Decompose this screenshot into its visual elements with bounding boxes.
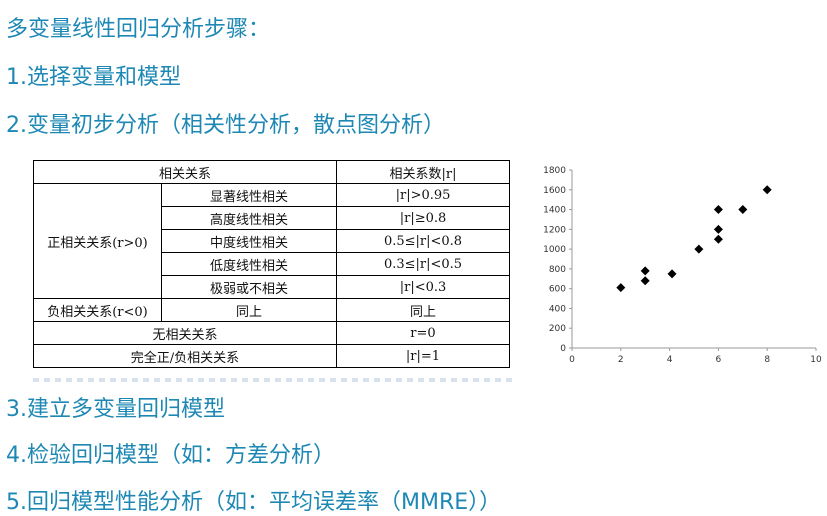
y-tick-label: 1600 <box>543 186 566 196</box>
table-row: 低度线性相关 0.3≤|r|<0.5 <box>34 252 510 276</box>
none-range: r=0 <box>336 321 510 345</box>
table-row: 极弱或不相关 |r|<0.3 <box>34 275 510 299</box>
data-point <box>762 185 772 195</box>
x-tick-label: 8 <box>764 355 770 365</box>
data-point <box>713 234 723 244</box>
negative-label: 负相关关系(r<0) <box>33 298 162 322</box>
step-2: 2.变量初步分析（相关性分析，散点图分析） <box>6 113 445 138</box>
header-coefficient: 相关系数|r| <box>336 160 510 184</box>
data-point <box>738 205 748 215</box>
table-row: 负相关关系(r<0) 同上 同上 <box>33 298 510 322</box>
complete-label: 完全正/负相关关系 <box>33 344 337 368</box>
row-type: 显著线性相关 <box>161 183 337 207</box>
step-4: 4.检验回归模型（如：方差分析） <box>6 443 335 468</box>
data-point <box>713 205 723 215</box>
negative-range: 同上 <box>336 298 510 322</box>
y-tick-label: 1000 <box>543 245 566 255</box>
row-range: |r|>0.95 <box>336 183 510 207</box>
row-type: 高度线性相关 <box>161 206 337 230</box>
header-relation: 相关关系 <box>33 160 337 184</box>
table-row: 完全正/负相关关系 |r|=1 <box>33 344 510 368</box>
row-range: |r|≥0.8 <box>336 206 510 230</box>
negative-type: 同上 <box>161 298 337 322</box>
x-tick-label: 4 <box>667 355 673 365</box>
row-range: 0.3≤|r|<0.5 <box>336 252 510 276</box>
x-tick-label: 0 <box>569 355 575 365</box>
y-tick-label: 0 <box>560 344 566 354</box>
table-row: 正相关关系(r>0) 显著线性相关 |r|>0.95 <box>33 183 510 299</box>
correlation-table: 相关关系 相关系数|r| 正相关关系(r>0) 显著线性相关 |r|>0.95 … <box>33 160 510 368</box>
step-3: 3.建立多变量回归模型 <box>6 397 225 422</box>
page-title: 多变量线性回归分析步骤： <box>6 17 271 42</box>
none-label: 无相关关系 <box>33 321 337 345</box>
y-tick-label: 1400 <box>543 206 566 216</box>
scatter-chart: 0 200 400 600 800 1000 1200 1400 1600 1800 0 2 4 6 8 10 <box>543 166 822 365</box>
positive-group-label: 正相关关系(r>0) <box>33 183 162 299</box>
step-5: 5.回归模型性能分析（如：平均误差率（MMRE）） <box>6 490 502 515</box>
data-point <box>640 276 650 286</box>
y-tick-label: 200 <box>549 324 566 334</box>
table-row: 无相关关系 r=0 <box>33 321 510 345</box>
data-point <box>667 269 677 279</box>
y-tick-label: 1200 <box>543 225 566 235</box>
step-1: 1.选择变量和模型 <box>6 65 181 90</box>
row-type: 低度线性相关 <box>161 252 337 276</box>
row-type: 中度线性相关 <box>161 229 337 253</box>
row-range: |r|<0.3 <box>336 275 510 299</box>
y-tick-label: 600 <box>549 285 566 295</box>
complete-range: |r|=1 <box>336 344 510 368</box>
table-header-row: 相关关系 相关系数|r| <box>33 160 510 184</box>
y-tick-label: 800 <box>549 265 566 275</box>
y-tick-label: 400 <box>549 304 566 314</box>
data-point <box>640 266 650 276</box>
data-point <box>694 244 704 254</box>
table-row: 高度线性相关 |r|≥0.8 <box>34 206 510 230</box>
row-type: 极弱或不相关 <box>161 275 337 299</box>
x-tick-label: 6 <box>716 355 722 365</box>
data-point <box>713 224 723 234</box>
y-tick-label: 1800 <box>543 166 566 176</box>
data-point <box>616 283 626 293</box>
table-row: 中度线性相关 0.5≤|r|<0.8 <box>34 229 510 253</box>
x-tick-label: 10 <box>810 355 822 365</box>
x-tick-label: 2 <box>618 355 624 365</box>
faded-caption-strip <box>33 378 513 382</box>
row-range: 0.5≤|r|<0.8 <box>336 229 510 253</box>
